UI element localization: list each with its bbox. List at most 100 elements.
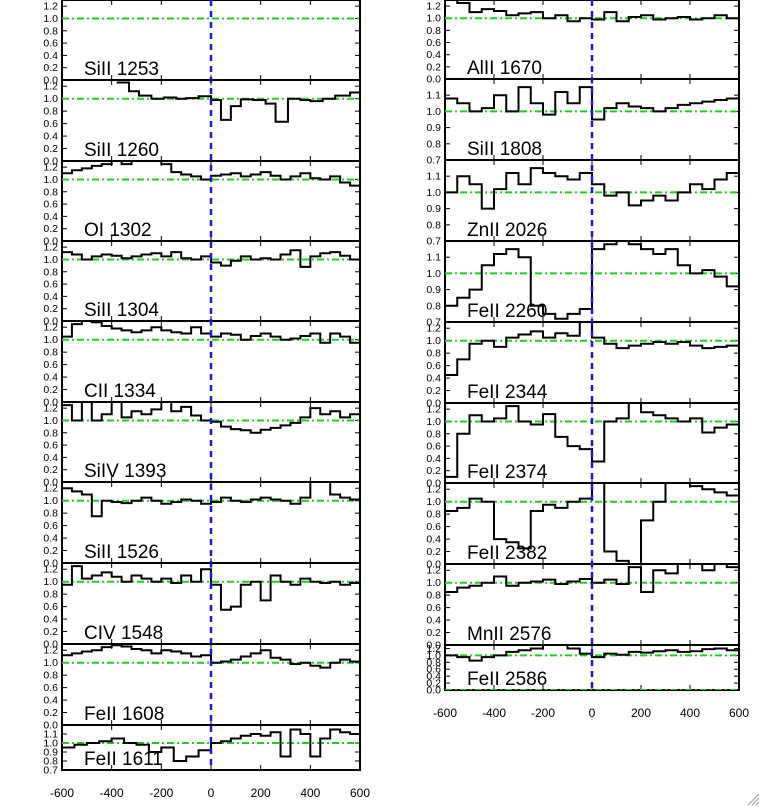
spectrum-line [62, 249, 360, 268]
y-tick-label: 0.0 [43, 236, 58, 248]
spectrum-panel: 0.00.20.40.60.81.01.2 AlII 1670 [426, 0, 740, 86]
y-tick-label: 0.4 [426, 453, 441, 465]
spectrum-panel: 0.00.20.40.60.81.01.2 FeII 2374 [426, 402, 740, 490]
y-tick-label: 1.2 [43, 483, 58, 495]
spectrum-panel: 0.00.20.40.60.81.01.2 FeII 2344 [426, 321, 740, 410]
y-tick-label: 0.0 [43, 156, 58, 168]
y-tick-label: 0.2 [426, 465, 441, 477]
spectrum-line [62, 482, 360, 518]
y-tick-label: 0.2 [43, 626, 58, 638]
y-tick-label: 0.4 [43, 695, 58, 707]
y-tick-label: 1.0 [426, 650, 441, 662]
y-tick-label: 0.2 [43, 384, 58, 396]
spectrum-line [445, 322, 739, 376]
y-tick-label: 0.2 [43, 143, 58, 155]
y-tick-label: 0.8 [426, 300, 441, 312]
y-tick-label: 0.2 [43, 223, 58, 235]
spectrum-panel: 0.00.20.40.60.81.01.2 OI 1302 [43, 160, 361, 248]
y-tick-label: 0.4 [426, 534, 441, 546]
x-tick-label: 600 [350, 786, 370, 800]
y-tick-label: 0.7 [43, 765, 58, 777]
y-tick-label: 0.6 [426, 602, 441, 614]
y-tick-label: 0.2 [43, 62, 58, 74]
y-tick-label: 1.2 [43, 564, 58, 576]
ion-label: FeII 2374 [467, 462, 548, 483]
y-tick-label: 0.4 [43, 211, 58, 223]
y-tick-label: 0.4 [426, 671, 441, 683]
y-tick-label: 0.8 [43, 266, 58, 278]
y-tick-label: 0.7 [426, 236, 441, 248]
ion-label: FeII 2382 [467, 543, 547, 564]
y-tick-label: 0.4 [43, 372, 58, 384]
y-tick-label: 0.2 [43, 303, 58, 315]
y-tick-label: 1.0 [426, 496, 441, 508]
y-tick-label: 0.6 [43, 199, 58, 211]
y-tick-label: 0.8 [43, 756, 58, 768]
y-tick-label: 1.0 [426, 268, 441, 280]
y-tick-label: 0.0 [426, 74, 441, 86]
ion-label: MnII 2576 [467, 624, 552, 645]
y-tick-label: 0.0 [43, 639, 58, 651]
y-tick-label: 0.9 [426, 203, 441, 215]
y-tick-label: 0.8 [426, 219, 441, 231]
y-tick-label: 0.6 [43, 279, 58, 291]
spectrum-line [116, 81, 360, 123]
y-tick-label: 1.2 [426, 1, 441, 13]
spectrum-line [445, 483, 739, 564]
y-tick-label: 0.9 [426, 122, 441, 134]
y-tick-label: 0.6 [43, 682, 58, 694]
x-tick-label: -400 [482, 706, 506, 720]
y-tick-label: 1.0 [426, 577, 441, 589]
y-tick-label: 1.2 [43, 322, 58, 334]
ion-label: SiII 1253 [84, 59, 159, 80]
y-tick-label: 1.1 [426, 171, 441, 183]
y-tick-label: 0.2 [426, 546, 441, 558]
x-tick-label: 0 [589, 706, 596, 720]
y-tick-label: 0.8 [426, 657, 441, 669]
y-tick-label: 0.8 [43, 508, 58, 520]
y-tick-label: 1.0 [43, 174, 58, 186]
x-tick-label: -200 [531, 706, 555, 720]
y-tick-label: 1.2 [43, 162, 58, 174]
spectrum-panel: 0.00.20.40.60.81.01.2 CIV 1548 [43, 562, 361, 651]
y-tick-label: 0.8 [43, 589, 58, 601]
spectrum-line [445, 86, 739, 121]
y-tick-label: 1.1 [426, 252, 441, 264]
ion-label: FeII 2586 [467, 669, 547, 690]
resize-grip-icon [747, 793, 760, 806]
x-tick-label: -200 [149, 786, 173, 800]
y-tick-label: 1.0 [43, 738, 58, 750]
y-tick-label: 0.8 [426, 428, 441, 440]
y-tick-label: 0.7 [426, 317, 441, 329]
y-tick-label: 0.2 [426, 61, 441, 73]
y-tick-label: 0.4 [426, 49, 441, 61]
x-axis-layer: -600 -400 -200 0 200 400 600 -600 -400 -200 0 200 40… [50, 0, 749, 800]
y-tick-label: 0.8 [426, 590, 441, 602]
y-tick-label: 0.4 [43, 291, 58, 303]
y-tick-label: 0.0 [426, 398, 441, 410]
spectrum-line [62, 321, 360, 346]
y-tick-label: 0.6 [43, 118, 58, 130]
spectrum-panel: 0.00.20.40.60.81.01.2 FeII 2382 [426, 482, 740, 571]
y-tick-label: 0.8 [43, 427, 58, 439]
y-tick-label: 0.9 [426, 284, 441, 296]
y-tick-label: 0.0 [43, 558, 58, 570]
y-tick-label: 0.4 [426, 373, 441, 385]
ion-label: FeII 1611 [84, 749, 163, 770]
spectrum-panel: 0.00.20.40.60.81.01.2 SiII 1260 [43, 79, 361, 168]
y-tick-label: 0.2 [426, 627, 441, 639]
y-tick-label: 1.0 [426, 416, 441, 428]
y-tick-label: 0.8 [426, 509, 441, 521]
ion-label: FeII 2344 [467, 382, 548, 403]
ion-label: CII 1334 [84, 381, 156, 402]
y-tick-label: 1.0 [43, 93, 58, 105]
y-tick-label: 0.6 [426, 360, 441, 372]
spectrum-line [445, 167, 739, 210]
spectrum-line [445, 564, 739, 594]
spectrum-panel: 0.00.20.40.60.81.01.2 SiII 1304 [43, 240, 361, 328]
spectrum-panel: 0.00.20.40.60.81.01.2 SiII 1253 [43, 0, 361, 87]
y-tick-label: 0.6 [426, 441, 441, 453]
